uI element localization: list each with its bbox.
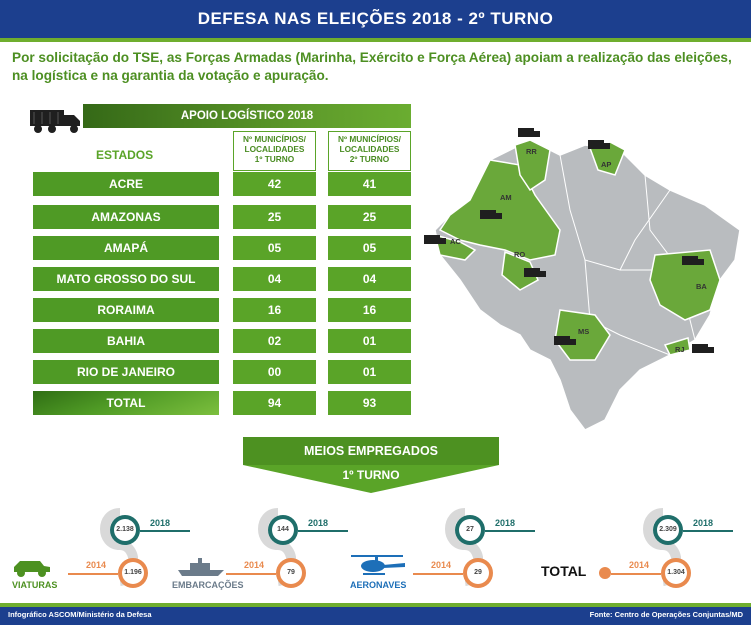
map-label-rj: RJ — [675, 345, 685, 354]
value-2014-aeronaves: 29 — [467, 562, 489, 584]
footer-source: Fonte: Centro de Operações Conjuntas/MD — [589, 610, 743, 619]
year-2014-label: 2014 — [629, 560, 650, 570]
map-label-rr: RR — [526, 147, 537, 156]
year-2018-label: 2018 — [308, 518, 329, 528]
helicopter-icon — [351, 555, 405, 575]
turn1-column-header: Nº MUNICÍPIOS/LOCALIDADES 1º TURNO — [233, 131, 316, 171]
footer-bar — [0, 607, 751, 625]
meios-subtitle: 1º TURNO — [342, 468, 400, 482]
table-cell-turn1: 02 — [233, 329, 316, 353]
table-cell-turn2: 01 — [328, 329, 411, 353]
year-2014-label: 2014 — [431, 560, 452, 570]
table-cell-turn2: 16 — [328, 298, 411, 322]
meios-title: MEIOS EMPREGADOS — [303, 444, 439, 458]
label-viaturas: VIATURAS — [12, 580, 58, 590]
line-2018 — [485, 530, 535, 532]
truck-icon — [30, 110, 80, 133]
header-bar — [0, 0, 751, 38]
label-aeronaves: AERONAVES — [350, 580, 407, 590]
table-cell-turn1: 00 — [233, 360, 316, 384]
year-2018-label: 2018 — [495, 518, 516, 528]
map-label-ba: BA — [696, 282, 707, 291]
table-row-state: AMAZONAS — [33, 205, 219, 229]
table-cell-turn2: 04 — [328, 267, 411, 291]
value-2018-embarcacoes: 144 — [272, 519, 294, 541]
footer-credit: Infográfico ASCOM/Ministério da Defesa — [8, 610, 152, 619]
table-cell-turn2: 05 — [328, 236, 411, 260]
year-2014-label: 2014 — [86, 560, 107, 570]
meios-banner-shape — [243, 437, 499, 493]
map-label-ro: RO — [514, 250, 526, 259]
line-2014 — [611, 573, 661, 575]
line-2014 — [413, 573, 463, 575]
line-2014 — [226, 573, 276, 575]
year-2014-label: 2014 — [244, 560, 265, 570]
value-2018-total: 2.309 — [657, 519, 679, 541]
page-title: DEFESA NAS ELEIÇÕES 2018 - 2º TURNO — [197, 9, 554, 28]
jeep-icon — [14, 561, 50, 577]
table-cell-turn2: 41 — [328, 172, 411, 196]
table-row-state: BAHIA — [33, 329, 219, 353]
map-label-ms: MS — [578, 327, 590, 336]
table-row-total: TOTAL — [33, 391, 219, 415]
boat-icon — [178, 558, 224, 576]
line-2014 — [68, 573, 118, 575]
line-2018 — [683, 530, 733, 532]
footer-accent-line — [0, 603, 751, 607]
header-accent-line — [0, 38, 751, 42]
table-row-state: ACRE — [33, 172, 219, 196]
table-row-state: MATO GROSSO DO SUL — [33, 267, 219, 291]
line-2018 — [298, 530, 348, 532]
line-2018 — [140, 530, 190, 532]
map-label-ac: AC — [450, 237, 461, 246]
label-total: TOTAL — [541, 563, 587, 579]
table-cell-turn1: 05 — [233, 236, 316, 260]
map-label-am: AM — [500, 193, 512, 202]
table-banner: APOIO LOGÍSTICO 2018 — [83, 104, 411, 128]
table-cell-turn1: 16 — [233, 298, 316, 322]
table-cell-turn1: 42 — [233, 172, 316, 196]
value-2014-embarcacoes: 79 — [280, 562, 302, 584]
map-label-ap: AP — [601, 160, 612, 169]
table-row-state: RORAIMA — [33, 298, 219, 322]
value-2018-viaturas: 2.138 — [114, 519, 136, 541]
table-cell-total-turn1: 94 — [233, 391, 316, 415]
table-cell-turn2: 25 — [328, 205, 411, 229]
turn2-column-header: Nº MUNICÍPIOS/LOCALIDADES 2º TURNO — [328, 131, 411, 171]
table-cell-total-turn2: 93 — [328, 391, 411, 415]
states-column-header: ESTADOS — [96, 148, 154, 162]
table-cell-turn1: 25 — [233, 205, 316, 229]
brazil-map — [424, 128, 741, 431]
year-2018-label: 2018 — [693, 518, 714, 528]
table-cell-turn2: 01 — [328, 360, 411, 384]
intro-text: Por solicitação do TSE, as Forças Armada… — [12, 50, 732, 83]
table-row-state: RIO DE JANEIRO — [33, 360, 219, 384]
table-cell-turn1: 04 — [233, 267, 316, 291]
value-2014-total: 1.304 — [665, 562, 687, 584]
value-2018-aeronaves: 27 — [459, 519, 481, 541]
value-2014-viaturas: 1.196 — [122, 562, 144, 584]
table-row-state: AMAPÁ — [33, 236, 219, 260]
label-embarcacoes: EMBARCAÇÕES — [172, 580, 244, 590]
year-2018-label: 2018 — [150, 518, 171, 528]
dot-2014-total — [599, 567, 611, 579]
